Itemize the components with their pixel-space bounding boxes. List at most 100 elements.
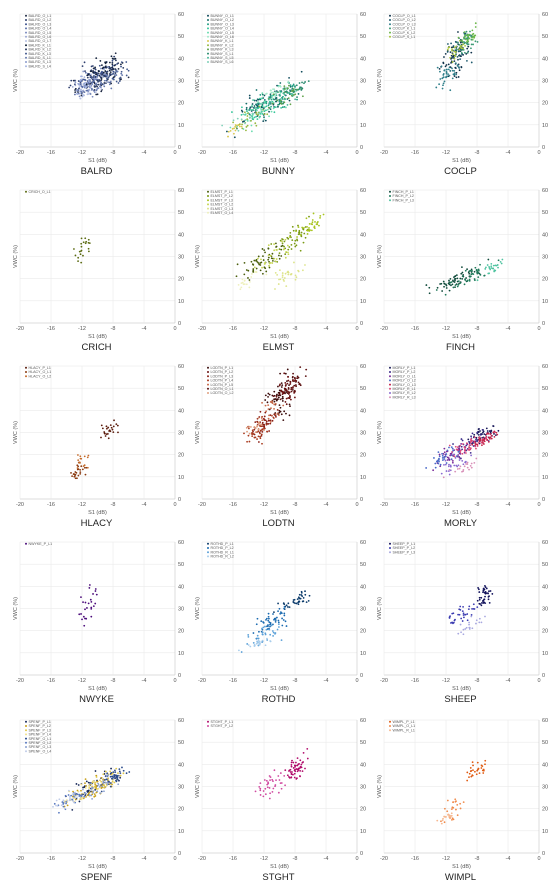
scatter-point [254, 421, 257, 424]
scatter-point [466, 59, 468, 62]
legend-label: HLACY_O_L2 [29, 374, 52, 378]
scatter-point [260, 261, 263, 264]
legend-label: BALRD_K_L3 [29, 52, 51, 56]
scatter-point [240, 113, 243, 116]
scatter-point [484, 615, 486, 618]
scatter-point [280, 413, 283, 416]
x-tick-label: -8 [475, 150, 480, 156]
scatter-point [470, 466, 473, 469]
x-tick-label: -20 [380, 150, 388, 156]
scatter-point [284, 238, 287, 241]
scatter-point [298, 87, 301, 90]
scatter-point [265, 109, 267, 112]
site-name-label: STGHT [262, 872, 295, 883]
scatter-point [292, 229, 295, 232]
scatter-point [260, 97, 262, 100]
scatter-point [473, 278, 476, 280]
x-tick-label: 0 [537, 326, 540, 332]
scatter-point [82, 615, 85, 618]
scatter-point [477, 276, 480, 278]
scatter-point [85, 617, 88, 620]
legend-marker [25, 375, 27, 378]
scatter-point [100, 81, 103, 84]
x-axis-label: S1 (dB) [88, 158, 107, 164]
legend-marker [25, 27, 27, 30]
scatter-point [275, 248, 278, 251]
x-tick-label: 0 [173, 150, 176, 156]
y-tick-label: 10 [542, 829, 548, 835]
scatter-point [287, 248, 290, 251]
y-tick-label: 20 [360, 453, 366, 459]
scatter-point [91, 95, 94, 98]
scatter-point [271, 419, 274, 422]
scatter-point [92, 71, 95, 74]
scatter-point [90, 65, 93, 68]
scatter-point [117, 774, 119, 777]
scatter-point [258, 640, 261, 643]
scatter-point [240, 651, 243, 653]
scatter-point [255, 642, 258, 645]
scatter-point [259, 794, 262, 796]
scatter-point [461, 53, 464, 56]
scatter-point [264, 787, 267, 790]
scatter-point [296, 375, 299, 378]
scatter-point [71, 808, 74, 811]
scatter-point [454, 67, 457, 69]
scatter-point [68, 799, 71, 802]
scatter-point [476, 270, 479, 273]
scatter-point [247, 277, 249, 279]
legend-marker [207, 542, 209, 545]
scatter-point [486, 264, 489, 266]
scatter-point [78, 793, 81, 796]
scatter-point [455, 808, 457, 811]
scatter-point [435, 86, 438, 89]
scatter-point [97, 784, 100, 786]
scatter-point [274, 288, 276, 290]
legend-marker [389, 19, 391, 21]
scatter-point [280, 639, 283, 642]
scatter-point [464, 34, 467, 37]
y-axis-label: VWC (%) [13, 245, 19, 268]
scatter-point [479, 273, 482, 276]
scatter-point [474, 266, 477, 269]
scatter-point [264, 793, 267, 796]
scatter-point [80, 789, 82, 792]
scatter-point [473, 433, 476, 436]
scatter-point [117, 67, 120, 70]
scatter-point [497, 266, 499, 269]
scatter-point [262, 626, 265, 629]
scatter-point [240, 118, 243, 121]
scatter-point [248, 427, 250, 430]
scatter-point [304, 264, 306, 266]
scatter-point [250, 124, 253, 127]
legend-label: HLACY_O_L1 [29, 370, 52, 374]
scatter-point [442, 61, 445, 64]
scatter-point [261, 633, 264, 636]
scatter-point [277, 791, 280, 794]
scatter-point [67, 794, 70, 796]
scatter-point [268, 621, 271, 624]
scatter-point [289, 395, 291, 397]
scatter-point [473, 436, 476, 439]
scatter-point [63, 807, 66, 810]
scatter-point [454, 62, 457, 65]
scatter-point [477, 441, 480, 444]
scatter-point [245, 108, 248, 111]
y-axis-label: VWC (%) [377, 775, 383, 798]
scatter-point [90, 607, 93, 610]
scatter-point [425, 284, 428, 286]
legend-marker [207, 392, 209, 394]
scatter-point [246, 112, 249, 115]
legend-marker [25, 48, 27, 51]
scatter-point [265, 618, 267, 621]
scatter-point [437, 451, 440, 454]
scatter-point [485, 266, 487, 269]
scatter-point [287, 80, 290, 83]
scatter-point [470, 454, 473, 457]
scatter-point [107, 81, 110, 84]
scatter-point [84, 81, 87, 84]
y-tick-label: 40 [360, 584, 366, 590]
scatter-point [277, 398, 279, 401]
scatter-point [268, 266, 271, 269]
x-tick-label: 0 [173, 678, 176, 684]
